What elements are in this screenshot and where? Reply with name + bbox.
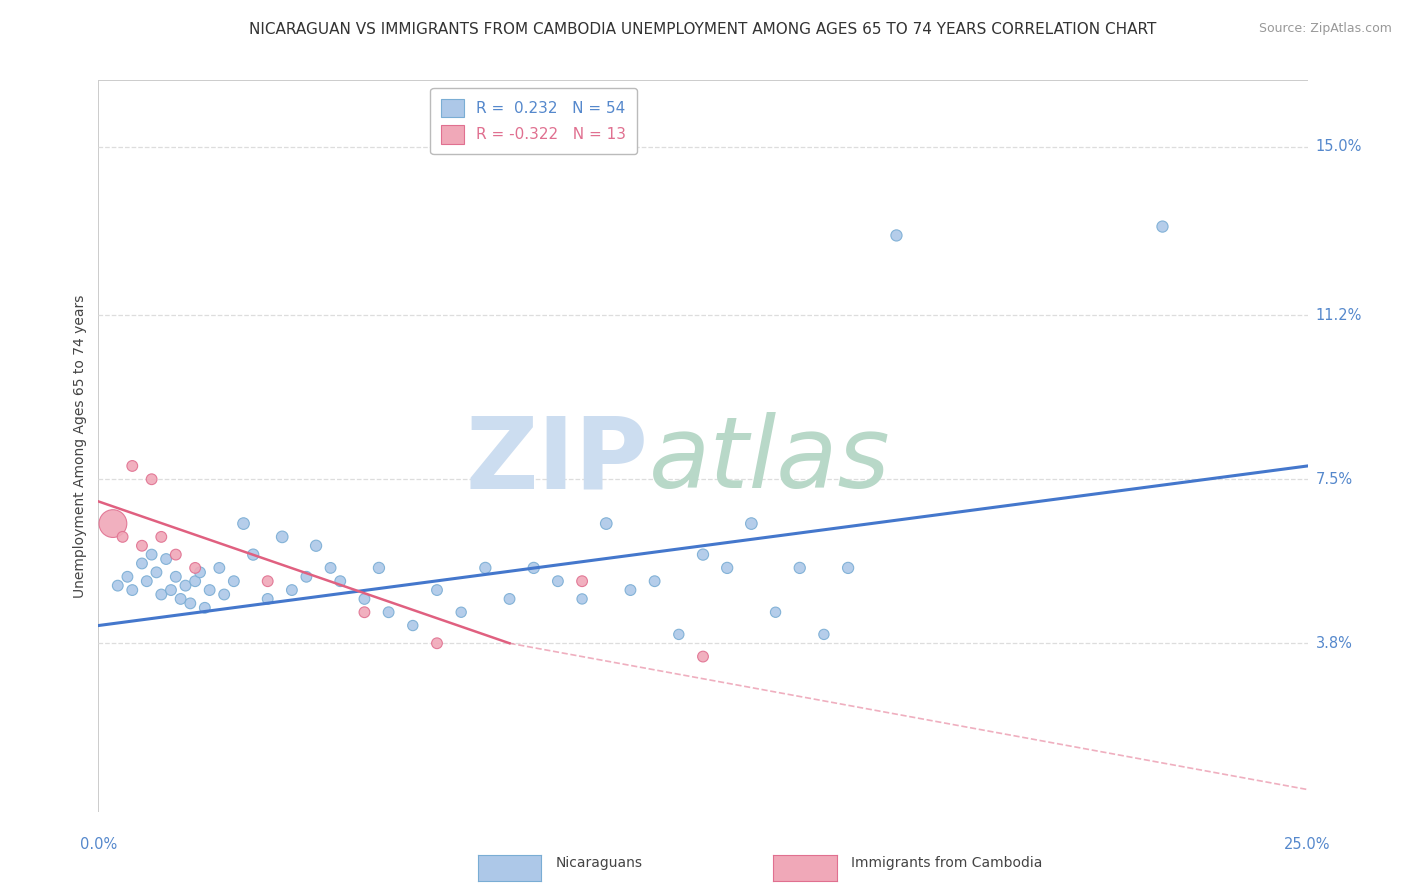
Point (208, 561, 231, 575)
Point (329, 574, 352, 589)
Point (160, 583, 183, 598)
Point (305, 539, 328, 553)
Point (886, 228, 908, 243)
Point (402, 618, 425, 632)
Point (450, 605, 472, 619)
Point (295, 570, 318, 584)
Point (121, 458, 143, 473)
Point (426, 636, 449, 650)
Point (212, 587, 235, 601)
Point (145, 566, 167, 580)
Point (155, 552, 177, 566)
Point (222, 574, 245, 589)
Text: 0.0%: 0.0% (80, 837, 117, 852)
Point (184, 574, 207, 589)
Point (150, 587, 173, 601)
Point (198, 583, 221, 598)
Point (377, 605, 399, 619)
Point (101, 516, 124, 531)
Point (837, 561, 859, 575)
Text: 25.0%: 25.0% (1284, 837, 1331, 852)
Point (595, 516, 617, 531)
Point (353, 605, 375, 619)
Point (789, 561, 811, 575)
Text: atlas: atlas (648, 412, 890, 509)
Point (242, 548, 264, 562)
Point (131, 557, 153, 571)
Text: NICARAGUAN VS IMMIGRANTS FROM CAMBODIA UNEMPLOYMENT AMONG AGES 65 TO 74 YEARS CO: NICARAGUAN VS IMMIGRANTS FROM CAMBODIA U… (249, 22, 1157, 37)
Point (692, 548, 714, 562)
Point (523, 561, 546, 575)
Point (281, 583, 304, 598)
Point (716, 561, 738, 575)
Point (174, 579, 197, 593)
Point (141, 472, 163, 486)
Point (179, 596, 201, 610)
Point (131, 539, 153, 553)
Text: 15.0%: 15.0% (1316, 139, 1362, 154)
Text: Source: ZipAtlas.com: Source: ZipAtlas.com (1258, 22, 1392, 36)
Point (368, 561, 391, 575)
Point (169, 591, 191, 606)
Point (150, 530, 173, 544)
Point (256, 574, 278, 589)
Point (474, 561, 496, 575)
Point (188, 566, 211, 580)
Point (668, 627, 690, 641)
Point (256, 591, 278, 606)
Text: 11.2%: 11.2% (1316, 308, 1362, 323)
Point (141, 548, 163, 562)
Point (184, 561, 207, 575)
Point (426, 583, 449, 598)
Point (111, 530, 134, 544)
Text: Nicaraguans: Nicaraguans (555, 855, 643, 870)
Point (353, 591, 375, 606)
Point (619, 583, 641, 598)
Point (165, 570, 187, 584)
Point (740, 516, 762, 531)
Point (692, 649, 714, 664)
Point (813, 627, 835, 641)
Point (571, 591, 593, 606)
Point (547, 574, 569, 589)
Text: 7.5%: 7.5% (1316, 472, 1353, 487)
Point (644, 574, 666, 589)
Point (232, 516, 254, 531)
Point (135, 574, 157, 589)
Y-axis label: Unemployment Among Ages 65 to 74 years: Unemployment Among Ages 65 to 74 years (73, 294, 87, 598)
Point (319, 561, 342, 575)
Point (571, 574, 593, 589)
Point (121, 583, 143, 598)
Point (107, 579, 129, 593)
Text: ZIP: ZIP (465, 412, 648, 509)
Point (271, 530, 294, 544)
Point (194, 600, 217, 615)
Text: Immigrants from Cambodia: Immigrants from Cambodia (851, 855, 1042, 870)
Text: 3.8%: 3.8% (1316, 636, 1353, 651)
Point (117, 570, 139, 584)
Point (498, 591, 520, 606)
Point (165, 548, 187, 562)
Legend: R =  0.232   N = 54, R = -0.322   N = 13: R = 0.232 N = 54, R = -0.322 N = 13 (430, 88, 637, 154)
Point (765, 605, 787, 619)
Point (1152, 219, 1174, 234)
